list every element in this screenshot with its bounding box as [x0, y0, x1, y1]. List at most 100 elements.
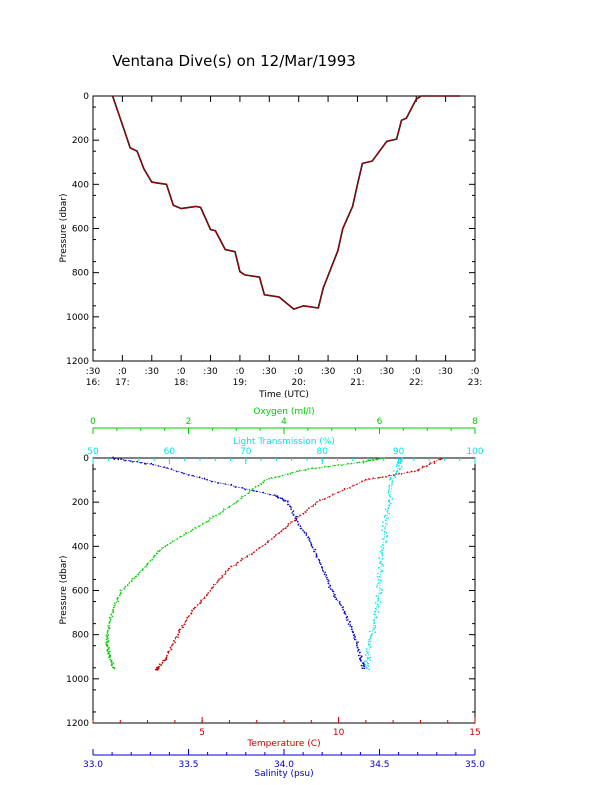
oxygen-data-point [107, 641, 109, 643]
light-transmission-data-point [370, 646, 372, 648]
top-y-tick-label: 800 [72, 269, 89, 279]
light-transmission-data-point [391, 497, 394, 500]
oxygen-data-point [240, 497, 243, 500]
temperature-data-point [372, 477, 375, 479]
salinity-data-point [332, 595, 335, 597]
top-x-tick-hour-label: 17: [115, 378, 129, 388]
temperature-data-point [388, 474, 391, 477]
salinity-data-point [217, 482, 219, 484]
temperature-data-point [178, 628, 181, 631]
oxygen-data-point [110, 613, 112, 616]
oxygen-data-point [133, 577, 136, 579]
salinity-profile-line [112, 457, 365, 671]
salinity-data-point [203, 477, 206, 480]
light-transmission-data-point [366, 667, 369, 669]
light-transmission-data-point [384, 527, 386, 529]
salinity-data-point [113, 458, 115, 461]
salinity-data-point [349, 625, 351, 627]
oxygen-data-point [149, 560, 152, 562]
oxygen-data-point [106, 631, 109, 633]
temperature-data-point [378, 476, 380, 479]
oxygen-data-point [327, 465, 330, 468]
light-transmission-data-point [398, 464, 400, 467]
temperature-data-point [186, 616, 188, 619]
oxygen-tick-label: 4 [281, 417, 287, 427]
oxygen-data-point [105, 641, 107, 644]
oxygen-data-point [324, 465, 326, 468]
salinity-data-point [352, 634, 355, 636]
dive-trace-line [112, 95, 461, 310]
salinity-data-point [328, 586, 330, 589]
top-y-tick-label: 1000 [66, 313, 89, 323]
bottom-y-tick-label: 1200 [66, 719, 89, 729]
temperature-data-point [218, 578, 220, 580]
temperature-data-point [160, 664, 163, 666]
oxygen-data-point [307, 468, 310, 470]
light-transmission-data-point [366, 652, 369, 654]
temperature-tick-label: 10 [333, 728, 345, 738]
oxygen-data-point [274, 476, 277, 479]
salinity-data-point [269, 493, 271, 496]
light-transmission-data-point [383, 516, 386, 518]
top-x-tick-hour-label: 18: [174, 378, 188, 388]
oxygen-data-point [112, 662, 115, 664]
light-transmission-data-point [382, 538, 384, 540]
salinity-data-point [349, 620, 352, 623]
light-transmission-data-point [374, 625, 377, 627]
light-transmission-data-point [369, 656, 371, 659]
temperature-data-point [230, 565, 232, 568]
light-transmission-data-point [373, 622, 375, 625]
temperature-data-point [264, 543, 267, 546]
top-y-ticks: 0 200 400 600 800 1000 1200 [66, 92, 475, 367]
temperature-data-point [356, 483, 358, 486]
salinity-data-point [321, 567, 324, 569]
oxygen-data-point [141, 569, 144, 571]
oxygen-tick-label: 2 [186, 417, 192, 427]
light-transmission-axis-label: Light Transmission (%) [233, 437, 335, 447]
temperature-data-point [163, 659, 166, 662]
light-transmission-data-point [365, 660, 367, 662]
oxygen-data-point [236, 500, 239, 502]
salinity-data-point [145, 463, 147, 465]
bottom-y-tick-label: 800 [72, 631, 89, 641]
oxygen-data-point [281, 474, 284, 477]
temperature-data-point [410, 470, 413, 473]
top-x-tick-label: :30 [438, 367, 453, 377]
oxygen-data-point [260, 483, 263, 486]
light-transmission-data-point [374, 607, 377, 610]
top-x-tick-label: :30 [145, 367, 160, 377]
salinity-data-point [315, 556, 318, 558]
oxygen-data-point [107, 634, 110, 636]
temperature-data-point [302, 513, 305, 515]
light-transmission-data-point [383, 531, 386, 533]
salinity-data-point [283, 500, 285, 502]
light-transmission-data-point [385, 508, 387, 511]
oxygen-data-point [202, 522, 204, 525]
temperature-tick-label: 5 [199, 728, 205, 738]
light-transmission-data-point [381, 549, 383, 551]
oxygen-data-point [124, 585, 126, 588]
salinity-data-point [346, 619, 348, 621]
bottom-y-tick-label: 1000 [66, 675, 89, 685]
light-transmission-data-point [385, 541, 387, 544]
temperature-data-point [337, 491, 340, 494]
salinity-data-point [313, 550, 315, 553]
light-transmission-data-point [364, 660, 366, 663]
temperature-data-point [172, 640, 175, 642]
salinity-tick-label: 34.0 [274, 760, 294, 770]
light-transmission-data-point [364, 664, 367, 666]
salinity-data-point [325, 574, 328, 576]
light-transmission-data-point [389, 476, 392, 479]
oxygen-data-point [106, 636, 108, 638]
salinity-data-point [255, 490, 258, 493]
salinity-data-point [359, 660, 362, 662]
light-transmission-data-point [395, 465, 398, 467]
salinity-data-point [357, 641, 359, 643]
temperature-data-point [267, 541, 269, 544]
oxygen-data-point [235, 501, 237, 504]
light-transmission-data-point [379, 560, 382, 563]
temperature-data-point [352, 484, 354, 487]
temperature-data-point [341, 489, 344, 492]
temperature-data-point [385, 476, 387, 478]
oxygen-data-point [298, 469, 301, 472]
